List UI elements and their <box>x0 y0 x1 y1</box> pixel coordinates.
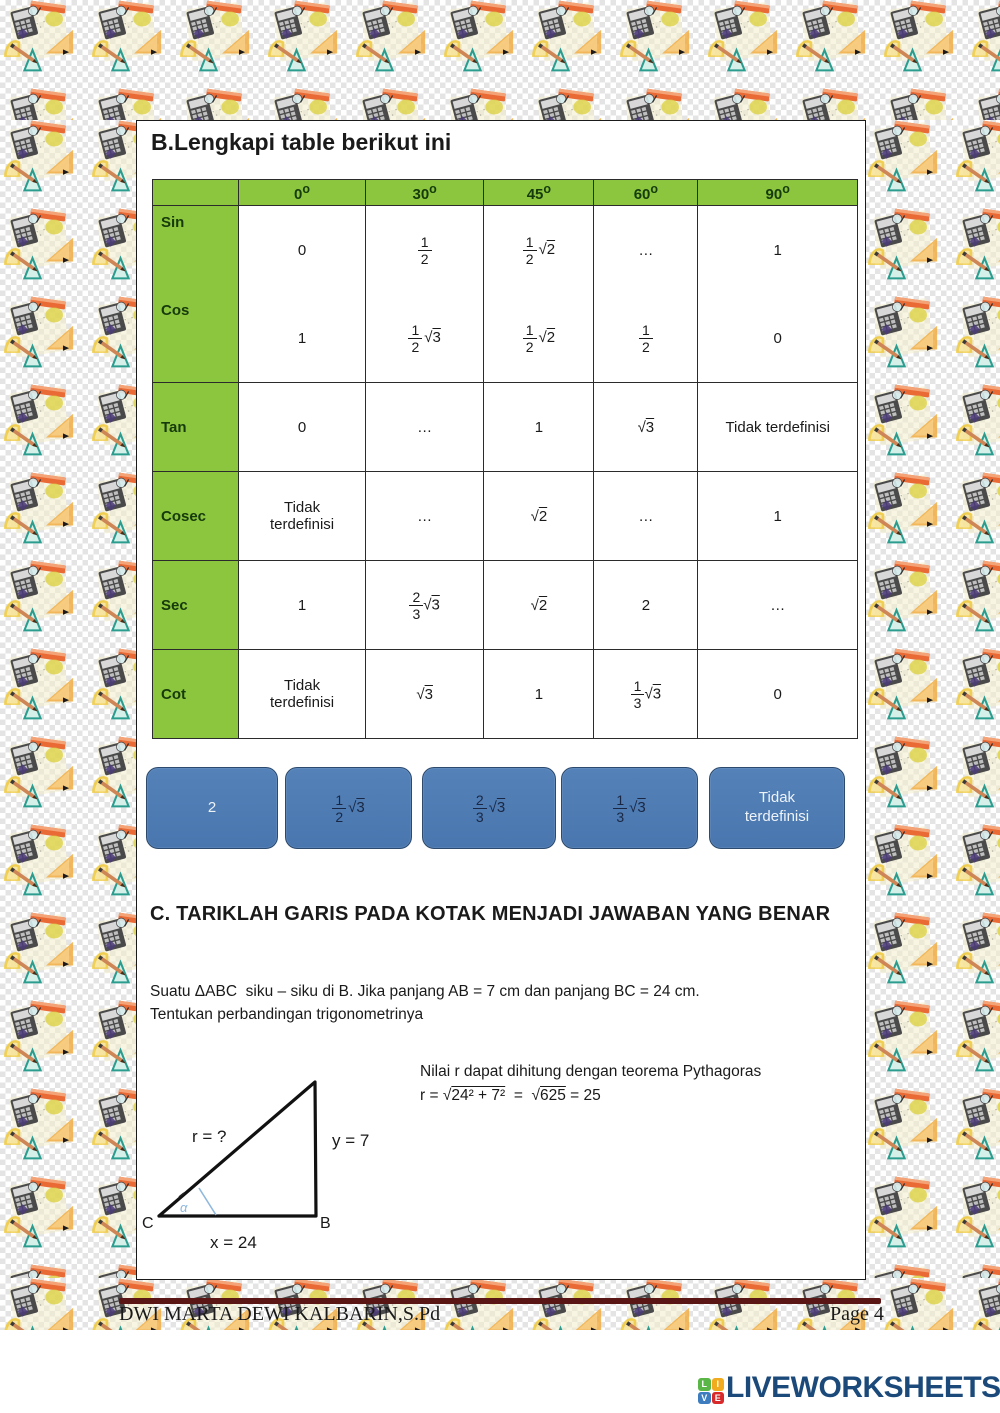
svg-text:r = ?: r = ? <box>192 1127 227 1146</box>
svg-text:y = 7: y = 7 <box>332 1131 369 1150</box>
svg-text:B: B <box>320 1215 331 1232</box>
svg-text:α: α <box>180 1200 188 1215</box>
svg-text:C: C <box>142 1215 154 1232</box>
svg-text:x = 24: x = 24 <box>210 1233 257 1252</box>
